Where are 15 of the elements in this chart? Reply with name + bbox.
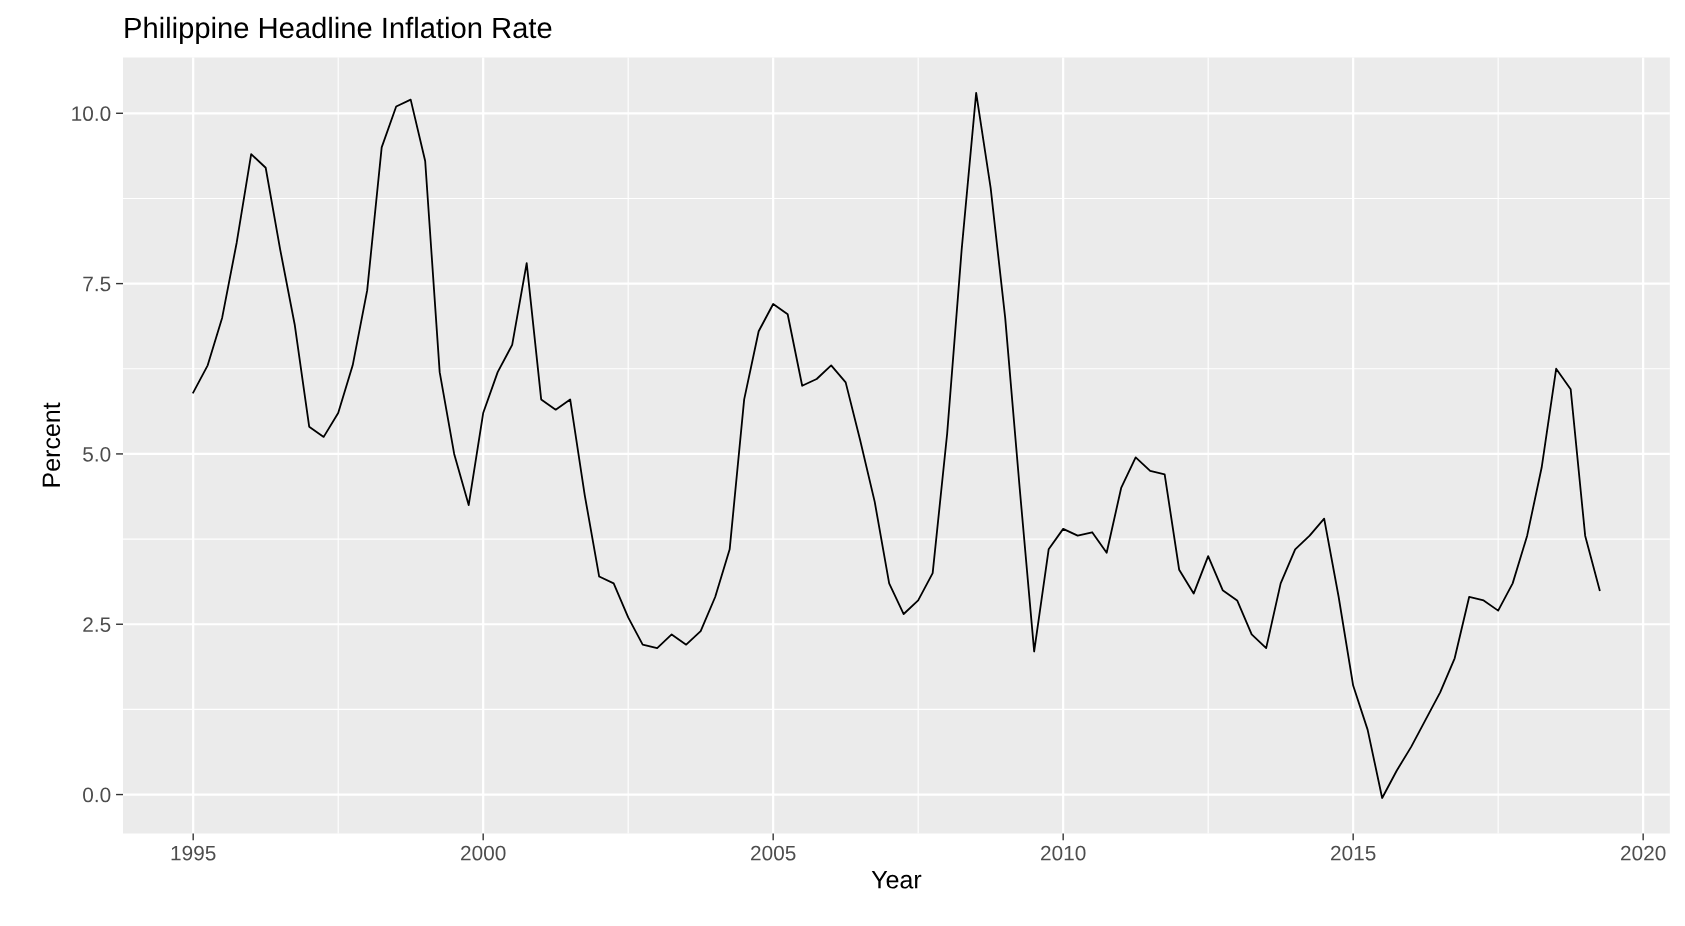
x-tick-label: 2005 xyxy=(751,845,796,861)
x-tick-label: 2015 xyxy=(1331,845,1376,861)
chart-title: Philippine Headline Inflation Rate xyxy=(125,16,552,45)
x-axis-title: Year xyxy=(871,871,922,889)
y-tick-label: 10.0 xyxy=(72,106,111,122)
x-tick-label: 2000 xyxy=(461,845,506,861)
y-tick-label: 0.0 xyxy=(83,787,111,803)
line-series xyxy=(192,91,1601,799)
y-tick-label: 7.5 xyxy=(83,276,111,292)
x-tick-label: 2020 xyxy=(1621,845,1666,861)
y-axis-title: Percent xyxy=(42,402,61,487)
y-tick-label: 2.5 xyxy=(83,617,111,632)
x-tick-label: 1995 xyxy=(171,845,216,861)
y-tick-label: 5.0 xyxy=(83,446,111,462)
x-tick-label: 2010 xyxy=(1041,845,1086,861)
